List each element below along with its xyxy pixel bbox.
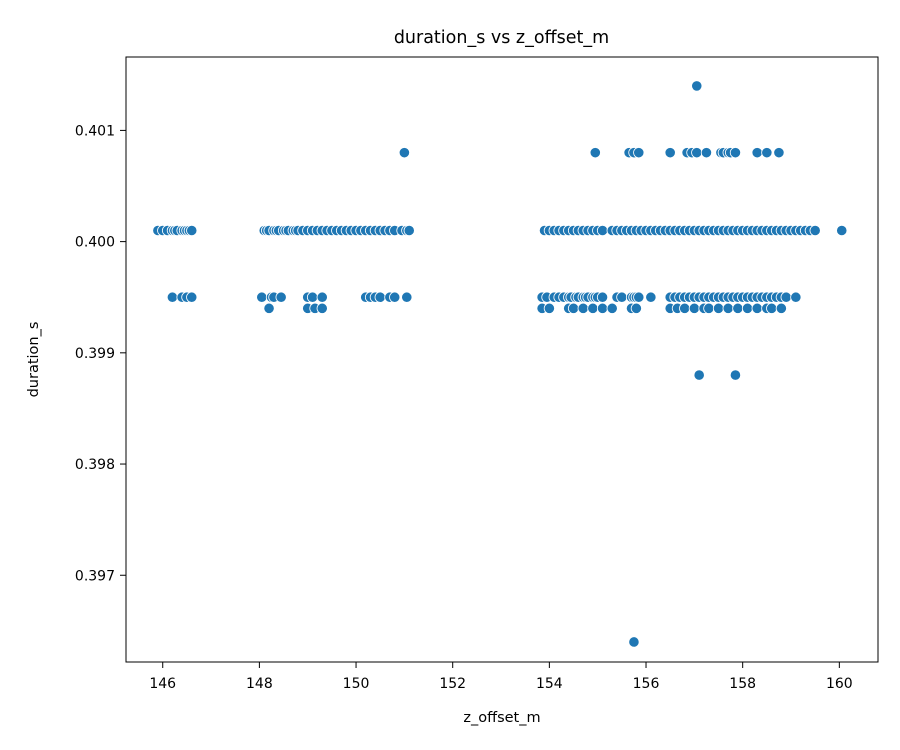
data-point (751, 147, 763, 159)
data-point (186, 291, 198, 303)
data-point (589, 147, 601, 159)
y-tick-label: 0.401 (75, 123, 115, 139)
x-axis-ticks: 146 148 150 152 154 156 158 160 (149, 662, 853, 692)
data-point (761, 147, 773, 159)
y-tick-label: 0.399 (75, 346, 115, 362)
data-point (389, 291, 401, 303)
data-point (691, 80, 703, 92)
x-tick-label: 158 (729, 676, 756, 692)
data-point (809, 224, 821, 237)
data-point (567, 302, 580, 314)
x-tick-label: 150 (343, 676, 370, 692)
data-point (628, 636, 640, 648)
data-point (166, 291, 178, 303)
data-point (275, 291, 287, 303)
data-point (703, 302, 715, 314)
data-point (596, 302, 609, 314)
plot-frame (125, 56, 879, 663)
data-point (587, 302, 599, 314)
y-tick-label: 0.400 (75, 235, 115, 251)
data-point (688, 302, 700, 314)
data-point (836, 224, 848, 237)
data-point (316, 302, 328, 314)
x-tick-label: 146 (149, 676, 176, 692)
data-point (543, 302, 555, 314)
data-point (712, 302, 725, 314)
data-point (773, 147, 785, 159)
data-point (633, 291, 645, 303)
chart-title: duration_s vs z_offset_m (394, 28, 609, 48)
x-tick-label: 152 (439, 676, 466, 692)
data-point (741, 302, 754, 314)
data-point (256, 291, 268, 303)
x-tick-label: 156 (633, 676, 660, 692)
data-point (729, 369, 742, 381)
data-point (751, 302, 763, 314)
data-point (691, 147, 703, 159)
data-point (729, 147, 742, 159)
plot-background (126, 57, 878, 662)
data-point (693, 369, 705, 381)
data-point (596, 291, 609, 303)
data-point (186, 224, 198, 237)
data-point (630, 302, 642, 314)
plot-area (126, 57, 878, 662)
data-point (403, 224, 415, 237)
data-point (775, 302, 787, 314)
data-point (633, 147, 645, 159)
data-point (306, 291, 319, 303)
data-point (722, 302, 734, 314)
data-points (152, 80, 848, 648)
data-point (374, 291, 386, 303)
data-point (679, 302, 691, 314)
data-point (398, 147, 410, 159)
data-point (790, 291, 802, 303)
data-point (316, 291, 328, 303)
data-point (401, 291, 413, 303)
y-tick-label: 0.398 (75, 457, 115, 473)
data-point (645, 291, 657, 303)
data-point (780, 291, 792, 303)
data-point (766, 302, 778, 314)
y-axis-label: duration_s (26, 322, 42, 398)
data-point (700, 147, 713, 159)
data-point (732, 302, 744, 314)
data-point (616, 291, 628, 303)
y-tick-label: 0.397 (75, 568, 115, 584)
x-tick-label: 154 (536, 676, 563, 692)
data-point (263, 302, 275, 314)
x-tick-label: 148 (246, 676, 273, 692)
data-point (606, 302, 618, 314)
data-point (596, 224, 609, 237)
data-point (577, 302, 589, 314)
x-axis-label: z_offset_m (463, 710, 540, 726)
y-axis-ticks: 0.397 0.398 0.399 0.400 0.401 (75, 123, 126, 584)
x-tick-label: 160 (826, 676, 853, 692)
data-point (664, 147, 676, 159)
